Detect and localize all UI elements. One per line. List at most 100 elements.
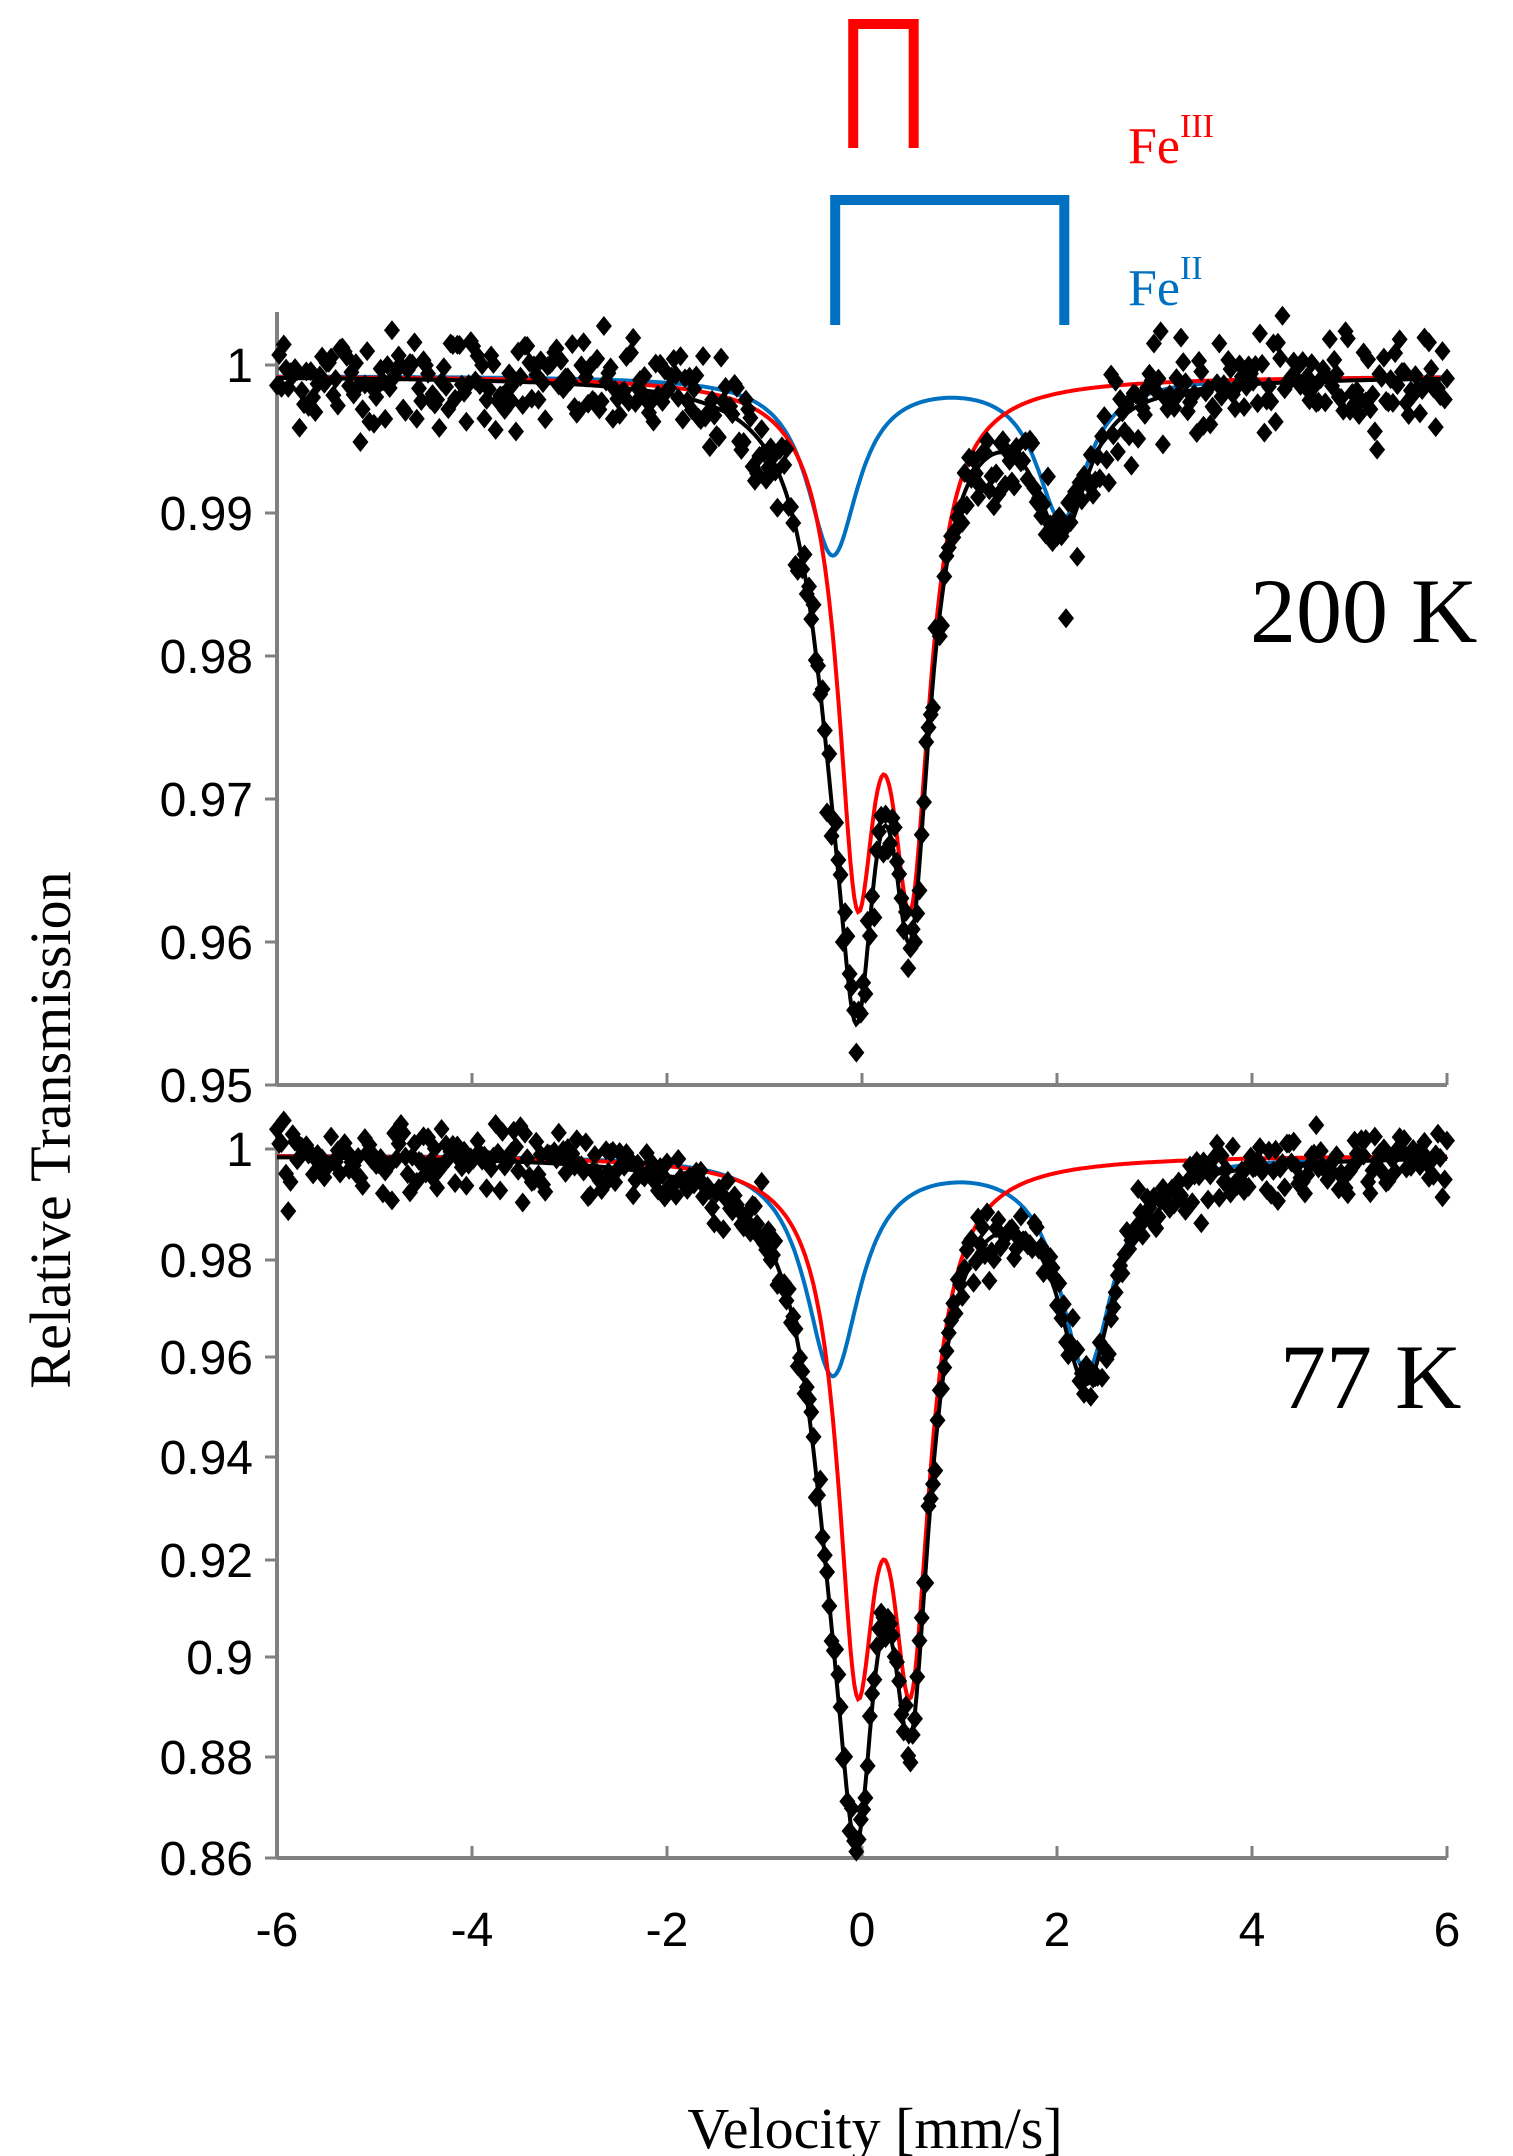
data-point-top — [1193, 361, 1210, 382]
data-point-top — [1035, 494, 1052, 515]
data-point-bottom — [884, 1625, 901, 1646]
data-point-top — [420, 363, 437, 384]
data-point-top — [435, 357, 452, 378]
data-point-bottom — [383, 1190, 400, 1211]
data-point-top — [1436, 389, 1453, 410]
x-tick-label: 0 — [849, 1904, 876, 1957]
data-point-bottom — [927, 1460, 944, 1481]
data-point-top — [805, 594, 822, 615]
data-point-top — [485, 353, 502, 374]
data-point-bottom — [1204, 1160, 1221, 1181]
data-point-top — [810, 655, 827, 676]
data-point-bottom — [843, 1798, 860, 1819]
data-point-top — [852, 1003, 869, 1024]
data-point-top — [742, 407, 759, 428]
data-point-top — [397, 401, 414, 422]
data-point-top — [1326, 349, 1343, 370]
data-point-bottom — [1193, 1213, 1210, 1234]
data-point-bottom — [447, 1173, 464, 1194]
data-point-bottom — [794, 1361, 811, 1382]
data-point-bottom — [821, 1595, 838, 1616]
data-point-top — [593, 391, 610, 412]
data-point-top — [1015, 450, 1032, 471]
data-point-top — [814, 679, 831, 700]
data-point-bottom — [780, 1278, 797, 1299]
data-point-top — [431, 417, 448, 438]
data-point-bottom — [814, 1527, 831, 1548]
data-point-bottom — [273, 1133, 290, 1154]
data-point-top — [1400, 405, 1417, 426]
data-point-bottom — [1150, 1206, 1167, 1227]
data-point-top — [1177, 372, 1194, 393]
data-point-bottom — [767, 1230, 784, 1251]
y-tick-label-bottom: 1 — [226, 1124, 253, 1177]
data-point-bottom — [891, 1671, 908, 1692]
data-point-bottom — [1285, 1131, 1302, 1152]
data-point-top — [801, 576, 818, 597]
data-point-top — [476, 408, 493, 429]
data-point-bottom — [282, 1171, 299, 1192]
data-point-bottom — [1134, 1225, 1151, 1246]
data-point-top — [1420, 332, 1437, 353]
data-point-bottom — [478, 1178, 495, 1199]
data-point-top — [1373, 367, 1390, 388]
data-point-top — [710, 427, 727, 448]
data-point-bottom — [866, 1669, 883, 1690]
data-point-top — [1202, 414, 1219, 435]
data-point-bottom — [828, 1639, 845, 1660]
data-point-top — [753, 419, 770, 440]
data-point-top — [1024, 433, 1041, 454]
data-point-bottom — [911, 1630, 928, 1651]
data-point-bottom — [575, 1161, 592, 1182]
data-point-bottom — [1240, 1176, 1257, 1197]
data-point-top — [900, 958, 917, 979]
x-tick-label: -6 — [256, 1904, 299, 1957]
data-point-top — [595, 316, 612, 337]
data-point-top — [354, 399, 371, 420]
data-point-bottom — [516, 1123, 533, 1144]
data-point-bottom — [922, 1488, 939, 1509]
data-point-bottom — [985, 1249, 1002, 1270]
y-tick-label-bottom: 0.92 — [160, 1535, 253, 1588]
data-point-bottom — [1339, 1184, 1356, 1205]
data-point-top — [1245, 371, 1262, 392]
data-point-top — [307, 401, 324, 422]
data-point-bottom — [625, 1185, 642, 1206]
data-point-bottom — [1055, 1294, 1072, 1315]
data-point-top — [936, 566, 953, 587]
data-point-top — [870, 821, 887, 842]
fe3-doublet-marker — [848, 19, 919, 148]
data-point-bottom — [888, 1651, 905, 1672]
data-point-top — [1269, 332, 1286, 353]
data-point-bottom — [857, 1787, 874, 1808]
data-point-top — [821, 743, 838, 764]
fe2-doublet-marker — [830, 195, 1070, 325]
data-point-top — [530, 389, 547, 410]
data-point-bottom — [577, 1132, 594, 1153]
data-point-top — [1272, 348, 1289, 369]
data-point-top — [816, 720, 833, 741]
data-point-bottom — [1396, 1129, 1413, 1150]
data-point-bottom — [956, 1258, 973, 1279]
data-point-top — [512, 366, 529, 387]
data-point-bottom — [925, 1474, 942, 1495]
data-point-top — [1274, 305, 1291, 326]
data-point-top — [866, 907, 883, 928]
data-point-top — [686, 378, 703, 399]
data-point-bottom — [1224, 1136, 1241, 1157]
data-point-bottom — [395, 1123, 412, 1144]
data-point-top — [796, 544, 813, 565]
data-point-top — [1411, 403, 1428, 424]
data-point-bottom — [550, 1122, 567, 1143]
data-point-top — [915, 792, 932, 813]
data-point-top — [954, 512, 971, 533]
data-point-bottom — [830, 1664, 847, 1685]
data-point-bottom — [1267, 1139, 1284, 1160]
data-point-top — [909, 903, 926, 924]
data-point-top — [275, 334, 292, 355]
fe2-legend-label: FeII — [1128, 250, 1203, 317]
data-point-top — [329, 395, 346, 416]
data-point-top — [1263, 391, 1280, 412]
data-point-top — [625, 327, 642, 348]
data-point-bottom — [1425, 1165, 1442, 1186]
